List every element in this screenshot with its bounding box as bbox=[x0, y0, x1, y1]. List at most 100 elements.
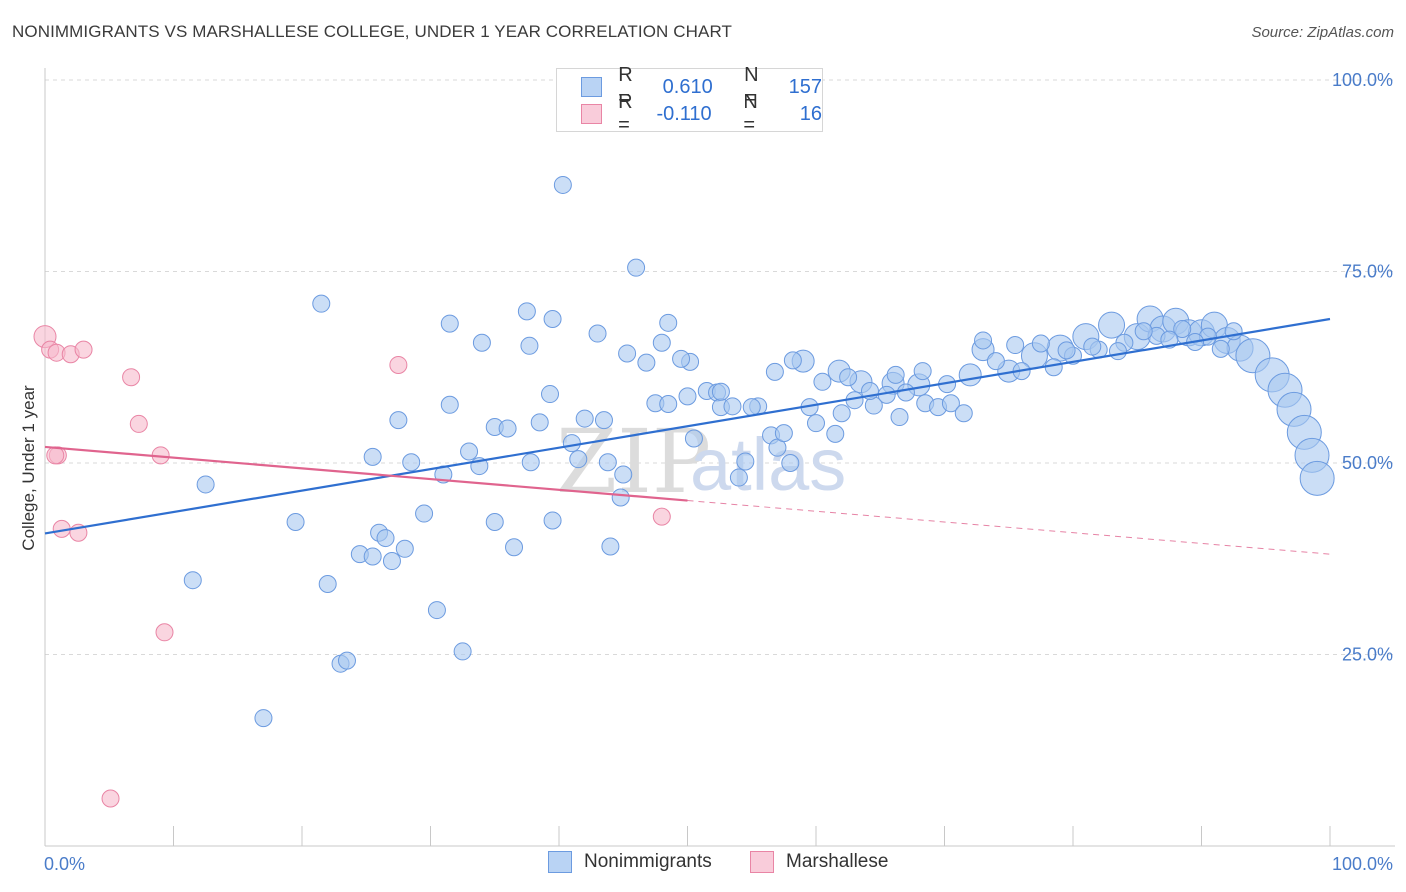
legend-label: Nonimmigrants bbox=[584, 851, 712, 872]
data-point-nonimmigrants bbox=[254, 709, 273, 728]
data-point-nonimmigrants bbox=[440, 314, 459, 333]
data-point-nonimmigrants bbox=[774, 424, 793, 443]
y-axis-label: College, Under 1 year bbox=[19, 385, 38, 551]
series-legend: Nonimmigrants Marshallese bbox=[0, 851, 1406, 877]
data-point-nonimmigrants bbox=[826, 424, 845, 443]
legend-item-marshallese[interactable]: Marshallese bbox=[750, 851, 888, 873]
data-point-nonimmigrants bbox=[543, 511, 562, 530]
data-point-nonimmigrants bbox=[472, 333, 491, 352]
data-point-nonimmigrants bbox=[611, 488, 630, 507]
data-point-marshallese bbox=[74, 340, 93, 359]
data-point-marshallese bbox=[389, 355, 408, 374]
data-point-nonimmigrants bbox=[402, 453, 421, 472]
data-point-nonimmigrants bbox=[783, 351, 802, 370]
data-point-nonimmigrants bbox=[913, 362, 932, 381]
data-point-nonimmigrants bbox=[363, 547, 382, 566]
data-point-nonimmigrants bbox=[382, 552, 401, 571]
data-point-nonimmigrants bbox=[562, 434, 581, 453]
data-point-nonimmigrants bbox=[498, 419, 517, 438]
data-point-nonimmigrants bbox=[886, 365, 905, 384]
data-point-nonimmigrants bbox=[736, 452, 755, 471]
data-point-nonimmigrants bbox=[765, 362, 784, 381]
data-point-nonimmigrants bbox=[541, 385, 560, 404]
data-point-nonimmigrants bbox=[723, 397, 742, 416]
axes-layer: 25.0% 50.0% 75.0% 100.0% 0.0% 100.0% bbox=[44, 68, 1395, 874]
r-value: -0.110 bbox=[656, 102, 712, 125]
r-label: R = bbox=[618, 64, 633, 109]
data-point-marshallese bbox=[652, 507, 671, 526]
y-tick-label: 100.0% bbox=[1332, 70, 1393, 90]
data-point-nonimmigrants bbox=[618, 344, 637, 363]
swatch-marshallese bbox=[581, 104, 603, 124]
data-point-nonimmigrants bbox=[598, 453, 617, 472]
series-marshallese bbox=[33, 325, 671, 808]
data-point-nonimmigrants bbox=[832, 404, 851, 423]
r-value: 0.610 bbox=[662, 75, 713, 98]
data-point-nonimmigrants bbox=[1299, 460, 1335, 496]
data-point-nonimmigrants bbox=[1173, 319, 1192, 338]
data-point-nonimmigrants bbox=[601, 537, 620, 556]
data-point-nonimmigrants bbox=[440, 395, 459, 414]
data-point-nonimmigrants bbox=[553, 175, 572, 194]
data-point-nonimmigrants bbox=[1211, 339, 1230, 358]
legend-swatch-blue bbox=[548, 851, 572, 873]
data-point-nonimmigrants bbox=[485, 512, 504, 531]
data-point-nonimmigrants bbox=[337, 651, 356, 670]
data-point-nonimmigrants bbox=[941, 394, 960, 413]
x-tick-label: 0.0% bbox=[44, 854, 85, 874]
data-point-nonimmigrants bbox=[627, 258, 646, 277]
trend-line-marshallese-extension bbox=[687, 500, 1331, 555]
x-tick-label: 100.0% bbox=[1332, 854, 1393, 874]
trend-lines bbox=[44, 317, 1331, 555]
data-point-nonimmigrants bbox=[1057, 341, 1076, 360]
data-point-nonimmigrants bbox=[389, 411, 408, 430]
data-point-nonimmigrants bbox=[312, 294, 331, 313]
data-point-nonimmigrants bbox=[594, 411, 613, 430]
data-point-nonimmigrants bbox=[460, 442, 479, 461]
data-point-nonimmigrants bbox=[637, 353, 656, 372]
stats-legend: R = 0.610 N = 157 R = -0.110 N = 16 bbox=[556, 64, 823, 136]
data-point-nonimmigrants bbox=[427, 601, 446, 620]
data-point-nonimmigrants bbox=[986, 352, 1005, 371]
data-point-nonimmigrants bbox=[1160, 330, 1179, 349]
n-label: N = bbox=[743, 91, 758, 136]
data-point-nonimmigrants bbox=[896, 383, 915, 402]
data-point-nonimmigrants bbox=[183, 571, 202, 590]
data-point-nonimmigrants bbox=[1224, 322, 1243, 341]
grid-layer bbox=[45, 79, 1395, 655]
data-point-marshallese bbox=[122, 368, 141, 387]
data-point-nonimmigrants bbox=[318, 575, 337, 594]
trend-line-marshallese bbox=[44, 445, 688, 502]
legend-item-nonimmigrants[interactable]: Nonimmigrants bbox=[548, 851, 712, 873]
data-point-nonimmigrants bbox=[530, 413, 549, 432]
n-value: 157 bbox=[788, 75, 822, 98]
data-point-nonimmigrants bbox=[415, 504, 434, 523]
data-point-nonimmigrants bbox=[614, 465, 633, 484]
stats-row-nonimmigrants: R = 0.610 N = 157 bbox=[581, 64, 822, 109]
r-label: R = bbox=[618, 91, 633, 136]
data-point-nonimmigrants bbox=[517, 302, 536, 321]
data-point-nonimmigrants bbox=[543, 309, 562, 328]
data-point-nonimmigrants bbox=[520, 336, 539, 355]
data-point-marshallese bbox=[101, 789, 120, 808]
data-point-nonimmigrants bbox=[807, 414, 825, 433]
chart-title: NONIMMIGRANTS VS MARSHALLESE COLLEGE, UN… bbox=[12, 22, 733, 41]
data-point-nonimmigrants bbox=[659, 395, 678, 414]
data-point-nonimmigrants bbox=[839, 368, 858, 387]
n-value: 16 bbox=[799, 102, 822, 125]
data-point-nonimmigrants bbox=[954, 404, 973, 423]
n-label: N = bbox=[744, 64, 759, 109]
stats-row-marshallese: R = -0.110 N = 16 bbox=[581, 91, 822, 136]
data-point-nonimmigrants bbox=[395, 539, 414, 558]
swatch-nonimmigrants bbox=[581, 77, 603, 97]
data-point-nonimmigrants bbox=[453, 642, 472, 661]
data-point-nonimmigrants bbox=[196, 475, 215, 494]
data-point-nonimmigrants bbox=[711, 382, 730, 401]
data-point-nonimmigrants bbox=[1044, 358, 1063, 377]
data-point-nonimmigrants bbox=[569, 450, 588, 469]
source-label: Source: ZipAtlas.com bbox=[1251, 24, 1394, 41]
data-point-nonimmigrants bbox=[588, 324, 607, 343]
data-point-marshallese bbox=[46, 446, 65, 465]
data-point-nonimmigrants bbox=[742, 398, 761, 417]
data-point-nonimmigrants bbox=[1108, 342, 1127, 361]
